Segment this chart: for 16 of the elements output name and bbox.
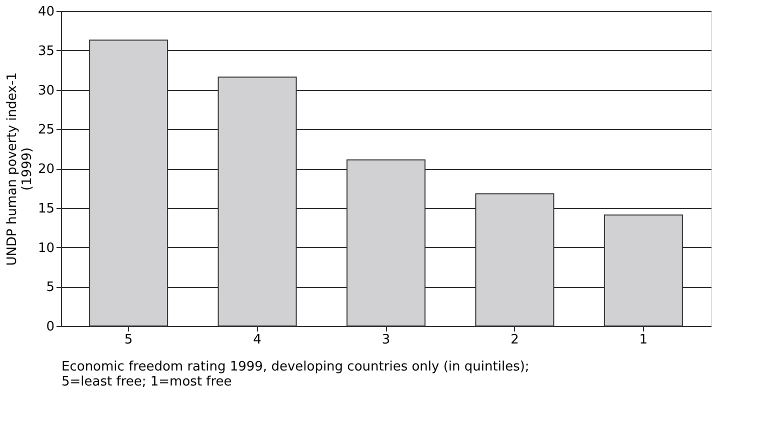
y-tick-label: 10 [38,240,54,256]
y-tick-label: 25 [38,122,54,138]
x-tick-label: 1 [639,332,648,348]
y-tick-label: 5 [46,280,54,296]
y-tick-label: 15 [38,201,54,216]
x-tick-label: 2 [510,332,519,348]
x-axis-title: Economic freedom rating 1999, developing countries only (in quintiles); 5=least free; 1=most free [62,360,530,390]
y-tick-label: 0 [46,320,54,334]
y-tick-label: 35 [38,44,54,59]
y-tick-label: 30 [38,83,54,98]
y-tick-label: 40 [38,4,54,20]
y-axis-title: UNDP human poverty index-1 (1999) [4,72,35,266]
x-tick-label: 4 [253,332,262,348]
x-tick-label: 5 [124,332,133,348]
y-tick-label: 20 [38,162,54,177]
x-tick-label: 3 [382,332,390,348]
